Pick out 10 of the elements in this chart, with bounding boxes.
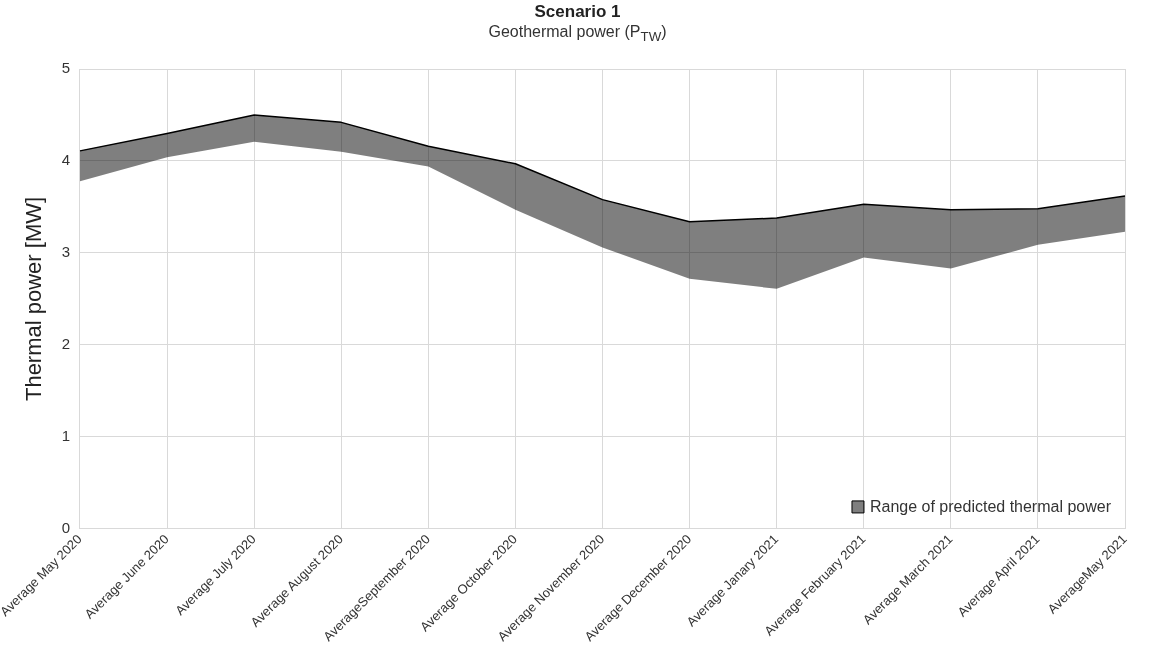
y-tick-label: 5 xyxy=(61,59,70,77)
y-tick-label: 0 xyxy=(61,519,70,537)
chart-subtitle: Geothermal power (P$_{TW}$) xyxy=(487,23,668,45)
y-tick-label: 2 xyxy=(61,335,70,353)
y-tick-label: 1 xyxy=(61,427,70,445)
legend-label: Range of predicted thermal power xyxy=(869,498,1112,516)
y-tick-label: 4 xyxy=(61,151,70,169)
y-tick-label: 3 xyxy=(61,243,70,261)
chart-title: Scenario 1 xyxy=(533,2,622,22)
y-axis-title: Thermal power [MW] xyxy=(20,196,46,402)
